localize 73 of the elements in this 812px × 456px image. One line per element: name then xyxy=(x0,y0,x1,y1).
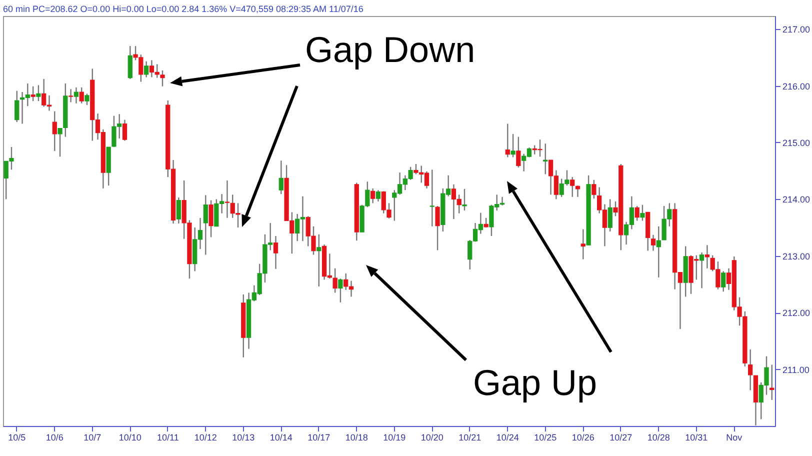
x-tick-label: 10/6 xyxy=(46,432,64,442)
candlestick xyxy=(74,86,79,104)
candlestick xyxy=(30,86,36,102)
x-tick-label: 10/5 xyxy=(8,432,26,442)
candlestick xyxy=(278,160,284,195)
x-tick-label: 10/10 xyxy=(118,432,142,442)
candlestick xyxy=(144,60,149,78)
candlestick xyxy=(208,200,214,238)
x-tick-label: 10/26 xyxy=(572,432,594,442)
candlestick xyxy=(634,205,640,222)
y-tick-label: 211.00 xyxy=(782,364,810,375)
candlestick xyxy=(510,133,516,158)
candlestick xyxy=(704,244,710,269)
y-tick-label: 212.00 xyxy=(782,308,810,318)
candlestick xyxy=(273,235,278,270)
x-tick-label: 10/28 xyxy=(647,432,670,442)
annotation: Gap Down xyxy=(305,29,476,70)
x-tick-label: 10/17 xyxy=(308,432,330,442)
candlestick xyxy=(332,268,338,294)
y-tick-label: 215.00 xyxy=(782,138,810,148)
x-tick-label: 10/27 xyxy=(610,432,632,442)
candlestick xyxy=(122,119,128,142)
candlestick xyxy=(370,188,376,204)
x-tick-label: 10/19 xyxy=(383,432,406,442)
x-tick-label: 10/21 xyxy=(458,432,482,442)
candlestick xyxy=(575,184,580,198)
candlestick xyxy=(435,205,440,251)
candlestick xyxy=(640,204,645,222)
candlestick xyxy=(68,88,74,103)
candlestick xyxy=(570,176,575,198)
x-tick-label: 10/20 xyxy=(420,432,444,442)
x-tick-label: 10/14 xyxy=(270,432,292,442)
candlestick xyxy=(176,196,181,224)
y-tick-label: 216.00 xyxy=(782,81,810,92)
x-tick-label: 10/7 xyxy=(84,432,102,442)
candlestick xyxy=(650,234,656,252)
candlestick xyxy=(699,252,704,289)
y-tick-label: 217.00 xyxy=(782,24,810,35)
candlestick xyxy=(316,234,322,288)
candlestick xyxy=(160,70,165,87)
x-tick-label: 10/18 xyxy=(345,432,368,442)
candlestick xyxy=(430,169,434,227)
candlestick xyxy=(36,84,41,102)
candlestick xyxy=(203,194,208,256)
candlestick xyxy=(79,86,84,104)
candlestick xyxy=(52,110,57,152)
x-tick-label: 10/25 xyxy=(534,432,557,442)
candlestick xyxy=(462,188,467,212)
candlestick xyxy=(338,278,343,303)
candlestick xyxy=(84,93,90,106)
x-tick-label: 10/13 xyxy=(232,432,255,442)
candlestick xyxy=(516,136,521,168)
candlestick xyxy=(543,142,548,175)
candlestick xyxy=(580,228,586,260)
x-tick-label: 10/31 xyxy=(685,432,708,442)
candlestick xyxy=(58,128,62,158)
annotation: Gap Up xyxy=(473,362,598,403)
candlestick xyxy=(376,189,381,202)
x-tick-label: 10/12 xyxy=(194,432,217,442)
chart-title: 60 min PC=208.62 O=0.00 Hi=0.00 Lo=0.00 2.84 1.36% V=470,559 08:29:35 AM 11/07/16 xyxy=(3,4,364,14)
candlestick xyxy=(608,198,612,232)
y-tick-label: 213.00 xyxy=(782,251,810,262)
candlestick xyxy=(770,364,774,401)
candlestick xyxy=(128,45,132,80)
x-tick-label: 10/11 xyxy=(156,432,179,442)
candlestick xyxy=(592,179,596,200)
candlestick xyxy=(224,180,230,218)
candlestick xyxy=(721,270,726,292)
x-tick-label: 10/24 xyxy=(496,432,519,442)
y-tick-label: 214.00 xyxy=(782,194,810,205)
candlestick xyxy=(505,123,510,158)
x-tick-label: Nov xyxy=(726,432,743,442)
candlestick xyxy=(14,90,20,123)
